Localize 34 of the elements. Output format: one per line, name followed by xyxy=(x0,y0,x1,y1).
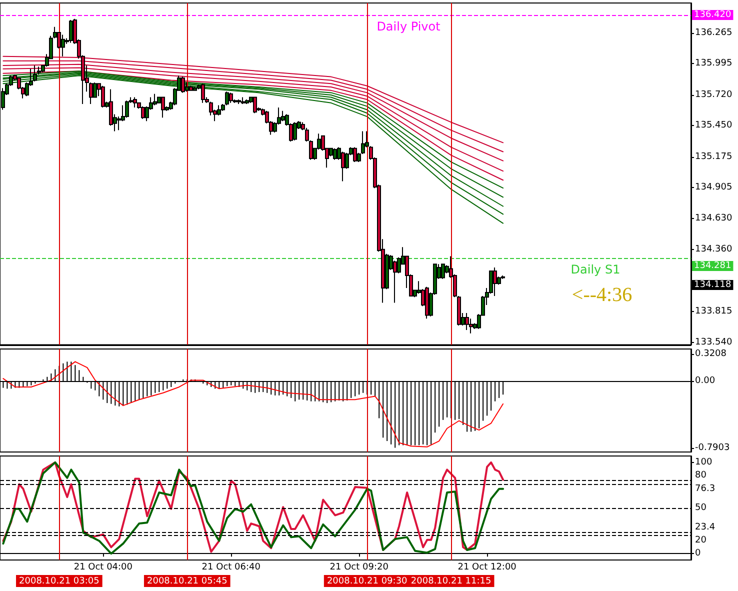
ref-line-label: 23.4 xyxy=(695,522,716,532)
ref-line-label: Daily Pivot xyxy=(376,19,441,34)
y-tick-label: 134.905 xyxy=(695,182,732,193)
ref-line-label: 2008.10.21 05:45 xyxy=(146,576,228,586)
ref-line-label: 20 xyxy=(695,535,707,546)
text: 134.118 xyxy=(694,280,732,290)
ref-line-label: 80 xyxy=(695,470,707,481)
y-tick-label: -0.7903 xyxy=(695,442,730,453)
text: 134.281 xyxy=(694,261,732,271)
annotation: <--4:36 xyxy=(572,284,632,306)
y-tick-label: 0.00 xyxy=(695,376,716,386)
y-tick-label: 135.720 xyxy=(695,90,732,100)
y-tick-label: 0 xyxy=(695,548,701,559)
y-tick-label: 100 xyxy=(695,457,712,468)
ref-line-label: 50 xyxy=(695,503,707,513)
y-tick-label: 134.630 xyxy=(695,214,732,224)
y-tick-label: 136.265 xyxy=(695,28,732,38)
ref-line-label: Daily S1 xyxy=(570,262,620,276)
ref-line-label: 2008.10.21 03:05 xyxy=(19,576,100,586)
ref-line-label: 2008.10.21 09:30 xyxy=(326,576,408,586)
x-tick-label: 21 Oct 06:40 xyxy=(202,562,261,572)
y-tick-label: 135.995 xyxy=(695,58,732,69)
x-tick-label: 21 Oct 04:00 xyxy=(74,562,133,572)
y-tick-label: 134.360 xyxy=(695,244,732,254)
x-tick-label: 21 Oct 12:00 xyxy=(458,562,517,572)
y-tick-label: 135.175 xyxy=(695,152,732,162)
y-tick-label: 133.540 xyxy=(695,338,732,348)
y-tick-label: 0.3208 xyxy=(695,349,727,359)
ref-line-label: 76.3 xyxy=(695,484,716,494)
text: 136.420 xyxy=(694,10,732,20)
ref-line-label: 2008.10.21 11:15 xyxy=(410,576,492,586)
y-tick-label: 133.815 xyxy=(695,306,732,316)
x-tick-label: 21 Oct 09:20 xyxy=(330,562,389,572)
y-tick-label: 135.450 xyxy=(695,120,732,131)
